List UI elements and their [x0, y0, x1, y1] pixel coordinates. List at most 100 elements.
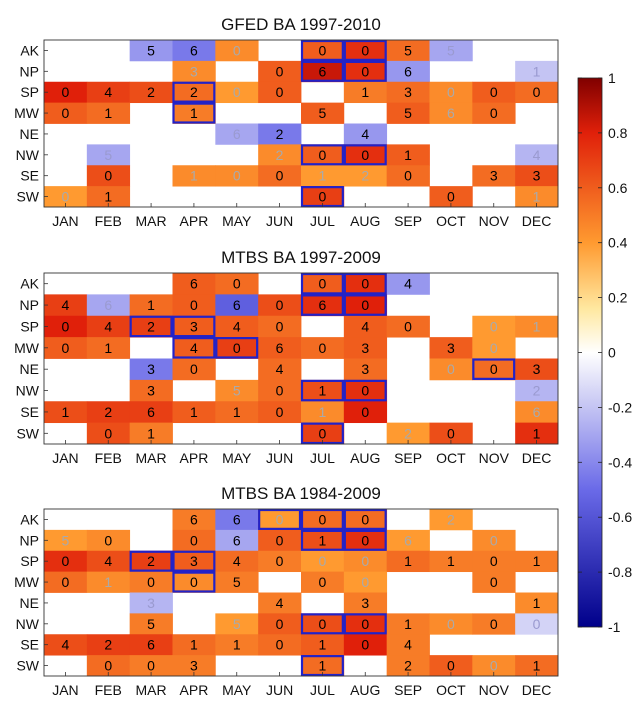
- month-label: AUG: [350, 450, 380, 466]
- cell-label: 4: [404, 637, 412, 653]
- heatmap-cell: [343, 358, 388, 381]
- cell-label: 6: [404, 532, 412, 548]
- cell-label: 0: [361, 511, 369, 527]
- heatmap-cell: [172, 60, 216, 83]
- heatmap-cell: [515, 613, 559, 635]
- heatmap-cell: [343, 571, 388, 593]
- cell-label: 6: [190, 42, 198, 58]
- significance-outline: [343, 508, 387, 530]
- heatmap-cell: [44, 401, 88, 424]
- cell-label: 3: [361, 361, 369, 377]
- cell-label: 1: [533, 318, 541, 334]
- cell-label: 6: [104, 297, 112, 313]
- cell-label: 5: [62, 532, 70, 548]
- heatmap-cell: [301, 337, 345, 359]
- heatmap-cell: [472, 655, 516, 677]
- heatmap-cell: [44, 634, 88, 656]
- cell-label: 0: [276, 637, 284, 653]
- significance-outline: [300, 144, 344, 166]
- heatmap-panel-2: MTBS BA 1997-2009 6 0 0 0 4 4 6 1 0 6 0 6 0 0 4 2 3 4 0 4 0 0 1…: [14, 248, 559, 466]
- significance-outline: [472, 358, 516, 380]
- heatmap-cell: [258, 315, 302, 338]
- region-label: NP: [20, 297, 39, 313]
- cell-label: 1: [319, 168, 327, 184]
- cell-label: 0: [276, 553, 284, 569]
- cell-label: 2: [276, 147, 284, 163]
- month-label: SEP: [394, 450, 422, 466]
- cell-label: 6: [233, 297, 241, 313]
- cell-label: 0: [319, 616, 327, 632]
- heatmap-cell: [343, 144, 388, 166]
- heatmap-cell: [515, 592, 559, 614]
- cell-label: 2: [104, 637, 112, 653]
- heatmap-cell: [172, 337, 216, 359]
- month-label: DEC: [522, 682, 552, 698]
- heatmap-cell: [258, 144, 302, 166]
- heatmap-cell: [301, 550, 345, 573]
- heatmap-cell: [86, 571, 131, 593]
- cell-label: 4: [276, 361, 284, 377]
- cell-label: 0: [533, 84, 541, 100]
- cell-label: 4: [361, 126, 369, 142]
- month-label: JUN: [266, 682, 293, 698]
- cell-label: 0: [276, 511, 284, 527]
- colorbar-tick-label: 0.4: [608, 235, 628, 251]
- heatmap-cell: [172, 102, 216, 124]
- cell-label: 1: [104, 105, 112, 121]
- colorbar-tick-label: -1: [608, 619, 621, 635]
- cell-label: 0: [361, 532, 369, 548]
- month-label: JUN: [266, 450, 293, 466]
- cell-label: 1: [190, 637, 198, 653]
- cell-label: 1: [233, 404, 241, 420]
- cell-label: 0: [361, 553, 369, 569]
- month-label: AUG: [350, 213, 380, 229]
- heatmap-cell: [343, 81, 388, 104]
- cell-label: 0: [404, 318, 412, 334]
- cell-label: 0: [319, 276, 327, 292]
- cell-label: 0: [490, 318, 498, 334]
- cell-label: 1: [404, 616, 412, 632]
- heatmap-cell: [258, 592, 302, 614]
- heatmap-cell: [129, 634, 173, 656]
- month-label: DEC: [522, 213, 552, 229]
- heatmap-cell: [472, 358, 516, 381]
- heatmap-cell: [386, 60, 430, 83]
- cell-label: 6: [533, 404, 541, 420]
- heatmap-cell: [215, 273, 259, 295]
- cell-label: 4: [233, 318, 241, 334]
- cell-label: 1: [319, 637, 327, 653]
- cell-label: 0: [276, 404, 284, 420]
- heatmap-cell: [172, 294, 216, 317]
- cell-label: 0: [361, 383, 369, 399]
- heatmap-panel-3: MTBS BA 1984-2009 6 6 0 0 0 2 5 0 0 6 0 1 0 6 0 0 4 2 3 4 0 0 0…: [14, 484, 559, 698]
- heatmap-cell: [129, 550, 173, 573]
- cell-label: 2: [147, 553, 155, 569]
- heatmap-cell: [258, 123, 302, 145]
- heatmap-cell: [386, 315, 430, 338]
- cell-label: 1: [104, 340, 112, 356]
- cell-label: 0: [233, 340, 241, 356]
- heatmap-cell: [429, 550, 473, 573]
- region-label: SE: [20, 404, 39, 420]
- heatmap-cell: [86, 294, 131, 317]
- heatmap-cell: [301, 655, 345, 677]
- month-label: APR: [180, 450, 209, 466]
- cell-label: 0: [104, 532, 112, 548]
- cell-label: 3: [533, 361, 541, 377]
- heatmap-cell: [343, 401, 388, 424]
- heatmap-cell: [215, 337, 259, 359]
- heatmap-cell: [515, 401, 559, 424]
- cell-label: 3: [190, 63, 198, 79]
- region-label: MW: [14, 105, 40, 121]
- month-label: FEB: [95, 450, 122, 466]
- heatmap-cell: [215, 401, 259, 424]
- significance-outline: [300, 379, 344, 402]
- cell-label: 1: [104, 189, 112, 205]
- heatmap-cell: [215, 123, 259, 145]
- heatmap-cell: [44, 294, 88, 317]
- heatmap-cell: [343, 529, 388, 552]
- cell-label: 0: [490, 105, 498, 121]
- cell-label: 0: [233, 42, 241, 58]
- significance-outline: [172, 550, 216, 572]
- heatmap-cell: [343, 634, 388, 656]
